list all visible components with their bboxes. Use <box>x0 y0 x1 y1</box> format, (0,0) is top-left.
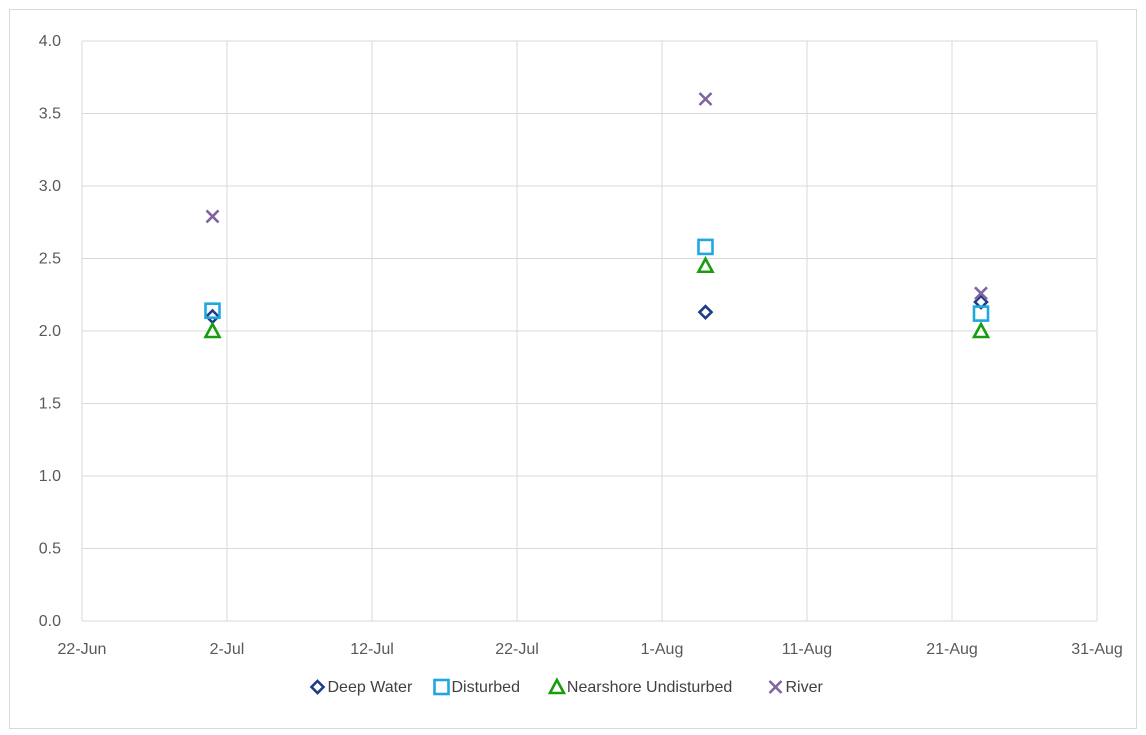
x-tick-label: 1-Aug <box>641 641 684 658</box>
legend-marker-deep-water <box>309 679 326 695</box>
y-axis-tick-labels: 0.0 0.5 1.0 1.5 2.0 2.5 3.0 3.5 4.0 <box>39 33 61 630</box>
legend-marker-nearshore-undisturbed <box>547 677 567 695</box>
legend-marker-river <box>768 680 783 694</box>
y-tick-label: 3.0 <box>39 178 61 195</box>
nearshore-undisturbed-point <box>696 256 715 274</box>
legend-label-disturbed: Disturbed <box>452 679 520 696</box>
river-point <box>974 286 988 301</box>
nearshore-undisturbed-point <box>971 321 991 339</box>
x-tick-label: 12-Jul <box>350 641 394 658</box>
y-tick-label: 2.0 <box>39 323 61 340</box>
x-tick-label: 21-Aug <box>926 641 978 658</box>
chart-frame: 0.0 0.5 1.0 1.5 2.0 2.5 3.0 3.5 4.0 22-Jun 2-Jul 1… <box>9 9 1137 729</box>
x-axis-tick-labels: 22-Jun 2-Jul 12-Jul 22-Jul 1-Aug 11-Aug 21-Aug… <box>58 641 1123 658</box>
deep-water-point <box>697 304 714 320</box>
disturbed-point <box>697 238 714 256</box>
y-tick-label: 0.5 <box>39 541 61 558</box>
x-tick-label: 31-Aug <box>1071 641 1123 658</box>
y-tick-label: 4.0 <box>39 33 61 50</box>
x-tick-label: 11-Aug <box>782 641 832 658</box>
y-tick-label: 3.5 <box>39 106 61 123</box>
y-tick-label: 1.5 <box>39 396 61 413</box>
river-point <box>205 209 220 224</box>
data-points <box>203 92 991 339</box>
x-tick-label: 22-Jul <box>495 641 539 658</box>
gridlines <box>81 40 1098 622</box>
legend-label-deep-water: Deep Water <box>328 679 413 696</box>
disturbed-point <box>204 302 221 320</box>
x-tick-label: 2-Jul <box>210 641 245 658</box>
y-tick-label: 2.5 <box>39 251 61 268</box>
legend-label-river: River <box>786 679 824 696</box>
x-tick-label: 22-Jun <box>58 641 107 658</box>
y-tick-label: 1.0 <box>39 468 61 485</box>
legend-marker-disturbed <box>433 678 450 696</box>
legend: Deep Water Disturbed Nearshore Undisturbed… <box>309 677 824 696</box>
scatter-chart: 0.0 0.5 1.0 1.5 2.0 2.5 3.0 3.5 4.0 22-Jun 2-Jul 1… <box>39 33 1123 696</box>
y-tick-label: 0.0 <box>39 613 61 630</box>
nearshore-undisturbed-point <box>203 321 222 339</box>
legend-label-nearshore-undisturbed: Nearshore Undisturbed <box>567 679 732 696</box>
river-point <box>698 92 713 106</box>
deep-water-point <box>973 294 989 310</box>
disturbed-point <box>972 305 990 322</box>
